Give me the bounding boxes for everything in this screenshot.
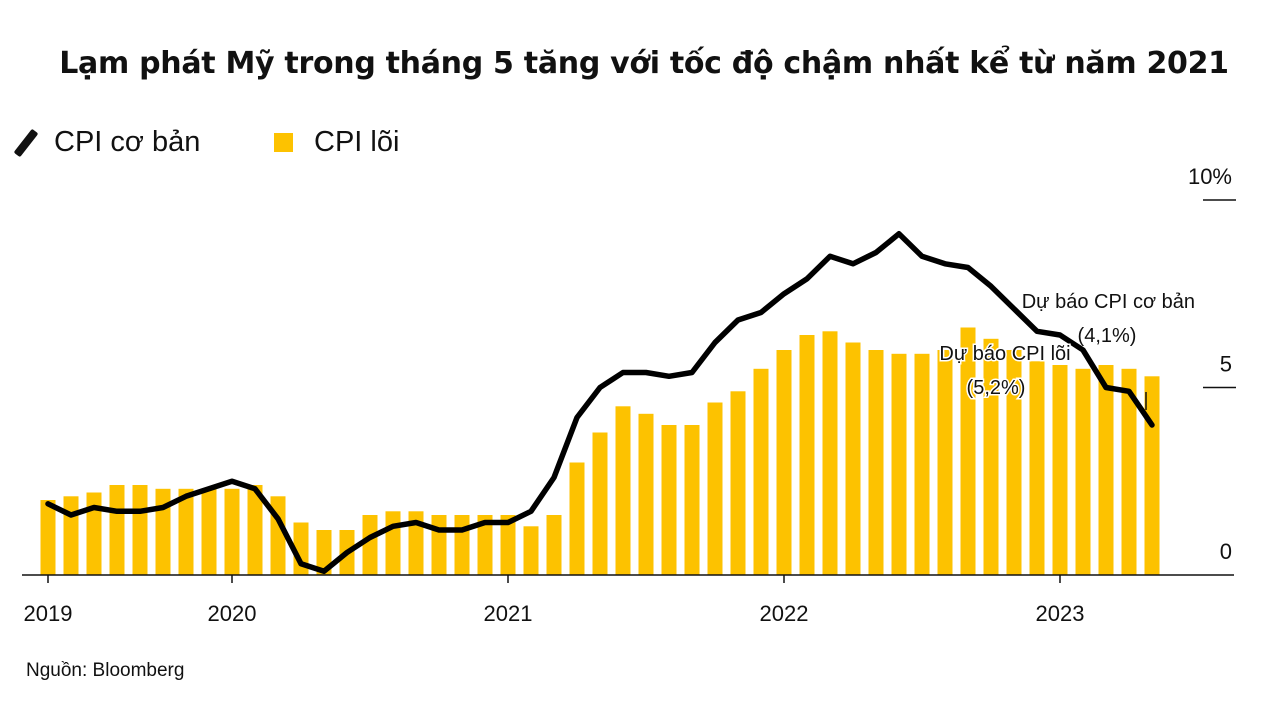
axes-layer: 10% 5 0 2019 2020 2021 2022 2023 (22, 164, 1236, 626)
bar-cpi-loi (914, 353, 930, 576)
bar-cpi-loi (638, 413, 654, 576)
bar-cpi-loi (316, 530, 332, 575)
bar-cpi-loi (201, 488, 217, 576)
annotations-layer: Dự báo CPI cơ bản (4,1%) Dự báo CPI lõi (5,… (938, 291, 1195, 410)
bar-cpi-loi (362, 515, 378, 575)
x-tick-label: 2020 (208, 601, 257, 626)
bar-cpi-loi (109, 485, 125, 575)
x-tick-label: 2022 (760, 601, 809, 626)
legend-label-cpi-loi: CPI lõi (314, 126, 400, 158)
legend-label-cpi-co-ban: CPI cơ bản (54, 126, 201, 158)
x-tick-label: 2023 (1036, 601, 1085, 626)
annotation-forecast-cpi-co-ban: Dự báo CPI cơ bản (1022, 291, 1195, 313)
bar-cpi-loi (224, 488, 240, 576)
bar-cpi-loi (592, 432, 608, 575)
bars-layer (40, 327, 1160, 576)
bar-cpi-loi (431, 515, 447, 575)
bar-cpi-loi (477, 515, 493, 575)
bar-cpi-loi (178, 488, 194, 576)
bar-cpi-loi (1075, 368, 1091, 576)
bar-cpi-loi (500, 515, 516, 575)
bar-cpi-loi (1098, 365, 1114, 575)
annotation-value-cpi-co-ban: (4,1%) (1078, 325, 1137, 347)
line-cpi-co-ban (45, 231, 1155, 575)
bar-cpi-loi (1029, 361, 1045, 576)
bar-cpi-loi (454, 515, 470, 575)
chart-title: Lạm phát Mỹ trong tháng 5 tăng với tốc đ… (59, 46, 1229, 81)
bar-cpi-loi (661, 425, 677, 575)
bar-cpi-loi (868, 350, 884, 575)
bar-cpi-loi (523, 526, 539, 576)
bar-cpi-loi (776, 350, 792, 575)
bar-cpi-loi (983, 338, 999, 576)
bar-cpi-loi (753, 368, 769, 576)
bar-cpi-loi (155, 488, 171, 576)
bar-cpi-loi (408, 511, 424, 576)
bar-cpi-loi (799, 335, 815, 575)
y-tick-label: 10% (1188, 164, 1232, 189)
bar-cpi-loi (1144, 376, 1160, 576)
bar-cpi-loi (615, 406, 631, 576)
x-tick-label: 2021 (484, 601, 533, 626)
bar-cpi-loi (1121, 368, 1137, 576)
bar-cpi-loi (1052, 365, 1068, 575)
annotation-forecast-cpi-loi: Dự báo CPI lõi (939, 343, 1070, 365)
bar-cpi-loi (1006, 350, 1022, 575)
line-layer (45, 231, 1155, 575)
bar-cpi-loi (40, 500, 56, 575)
y-tick-label: 0 (1220, 539, 1232, 564)
bar-swatch-icon (274, 133, 293, 152)
bar-cpi-loi (822, 331, 838, 576)
bar-cpi-loi (86, 492, 102, 575)
bar-cpi-loi (684, 425, 700, 575)
x-tick-label: 2019 (24, 601, 73, 626)
annotation-value-cpi-loi: (5,2%) (967, 377, 1026, 399)
bar-cpi-loi (937, 350, 953, 575)
bar-cpi-loi (385, 511, 401, 576)
bar-cpi-loi (63, 496, 79, 576)
bar-cpi-loi (960, 327, 976, 575)
y-tick-label: 5 (1220, 352, 1232, 377)
source-note: Nguồn: Bloomberg (26, 660, 185, 681)
bar-cpi-loi (132, 485, 148, 575)
bar-cpi-loi (845, 342, 861, 575)
bar-cpi-loi (247, 485, 263, 575)
bar-cpi-loi (546, 515, 562, 575)
bar-cpi-loi (569, 462, 585, 575)
bar-cpi-loi (891, 353, 907, 576)
bar-cpi-loi (707, 402, 723, 575)
bar-cpi-loi (730, 391, 746, 576)
